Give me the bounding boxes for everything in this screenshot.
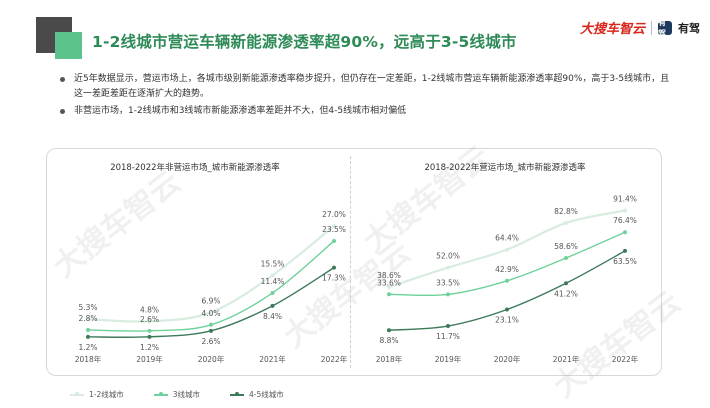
legend-item: 4-5线城市 [230,389,284,400]
bullet-text: 近5年数据显示，营运市场上，各城市级别新能源渗透率稳步提升，但仍存在一定差距，1… [74,74,670,99]
data-label: 4.8% [140,305,159,314]
bullet-text: 非营运市场，1-2线城市和3线城市新能源渗透率差距并不大，但4-5线城市相对偏低 [74,106,407,116]
bullet-item: 非营运市场，1-2线城市和3线城市新能源渗透率差距并不大，但4-5线城市相对偏低 [60,104,670,119]
charts-divider [350,156,351,368]
data-point [270,290,275,295]
data-point [387,292,391,297]
page-title: 1-2线城市营运车辆新能源渗透率超90%，远高于3-5线城市 [92,33,517,51]
data-label: 52.0% [436,252,460,261]
data-point [623,208,627,213]
legend-swatch-icon [70,392,84,396]
brand-divider [651,20,652,35]
youjia-logo-icon: 有驾 [658,18,672,38]
data-point [446,292,450,297]
data-label: 58.6% [554,242,578,251]
legend-label: 1-2线城市 [89,390,124,399]
data-label: 64.4% [495,234,519,243]
x-tick-label: 2019年 [435,354,462,364]
decor-square-green [55,32,82,59]
data-point [209,328,213,333]
data-label: 41.2% [554,289,578,298]
data-point [505,278,509,283]
data-label: 8.8% [379,336,398,345]
bullet-dot-icon [60,77,65,82]
data-label: 23.1% [495,316,519,325]
data-point [86,317,90,322]
data-point [209,322,213,327]
brand-logo-youjia: 有驾 [678,21,700,35]
x-tick-label: 2019年 [136,354,163,364]
data-label: 38.6% [377,271,401,280]
x-tick-label: 2020年 [494,354,521,364]
data-label: 8.4% [263,312,282,321]
data-label: 76.4% [613,216,637,225]
data-point [209,310,213,315]
data-label: 33.6% [377,278,401,287]
data-point [332,265,336,270]
brand-logos: 大搜车智云 有驾 有驾 [579,18,700,38]
data-label: 91.4% [613,194,637,203]
chart-legend: 1-2线城市 3线城市 4-5线城市 [70,389,284,400]
data-label: 4.0% [201,309,220,318]
data-label: 82.8% [554,207,578,216]
x-tick-label: 2018年 [75,354,102,364]
x-tick-label: 2022年 [321,354,348,364]
x-tick-label: 2020年 [198,354,225,364]
bullet-item: 近5年数据显示，营运市场上，各城市级别新能源渗透率稳步提升，但仍存在一定差距，1… [60,72,670,102]
data-label: 1.2% [140,343,159,352]
legend-item: 3线城市 [153,389,201,400]
x-tick-label: 2021年 [259,354,286,364]
data-label: 11.4% [261,277,285,286]
data-point [86,327,90,332]
data-label: 11.7% [436,332,460,341]
data-label: 2.6% [140,315,159,324]
data-point [623,230,627,235]
data-point [564,281,568,286]
legend-label: 4-5线城市 [249,390,284,399]
data-label: 1.2% [78,343,97,352]
data-label: 63.5% [613,257,637,266]
legend-swatch-icon [230,392,245,396]
data-point [270,273,275,278]
data-point [623,248,627,253]
data-point [147,319,152,324]
brand-logo-dasouche: 大搜车智云 [579,22,645,37]
data-point [332,223,336,228]
data-label: 6.9% [201,296,220,305]
x-tick-label: 2021年 [553,354,580,364]
data-label: 42.9% [495,265,519,274]
legend-item: 1-2线城市 [70,389,124,400]
data-label: 5.3% [78,303,97,312]
data-point [446,265,450,270]
data-label: 2.6% [201,337,220,346]
data-label: 17.3% [322,274,346,283]
data-point [147,328,152,333]
data-label: 23.5% [322,225,346,234]
chart-title: 2018-2022年营运市场_城市新能源渗透率 [424,162,586,173]
summary-bullets: 近5年数据显示，营运市场上，各城市级别新能源渗透率稳步提升，但仍存在一定差距，1… [60,72,670,121]
data-point [387,328,391,333]
data-point [505,247,509,252]
data-label: 33.5% [436,278,460,287]
data-label: 2.8% [78,314,97,323]
bullet-dot-icon [60,109,65,114]
legend-label: 3线城市 [172,390,201,399]
x-tick-label: 2018年 [376,354,403,364]
x-tick-label: 2022年 [612,354,639,364]
data-point [147,334,152,339]
data-point [270,303,275,308]
data-point [332,238,336,243]
data-point [446,324,450,329]
data-point [564,220,568,225]
data-label: 15.5% [261,259,285,268]
data-point [564,256,568,261]
data-label: 27.0% [322,210,346,219]
chart-title: 2018-2022年非营运市场_城市新能源渗透率 [110,162,280,173]
data-point [505,307,509,312]
data-point [86,334,90,339]
data-point [387,285,391,290]
legend-swatch-icon [153,392,168,396]
